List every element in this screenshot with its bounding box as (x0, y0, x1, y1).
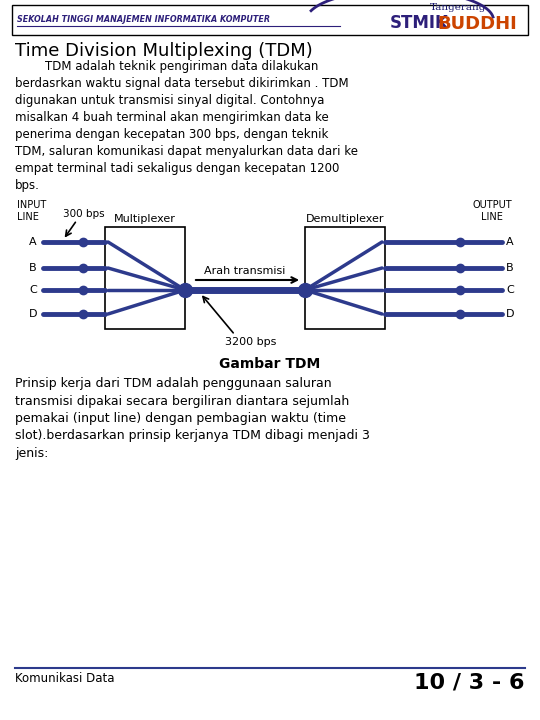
Text: C: C (506, 285, 514, 295)
Text: Multiplexer: Multiplexer (114, 214, 176, 224)
Text: A: A (29, 237, 37, 247)
Text: A: A (506, 237, 514, 247)
Text: 3200 bps: 3200 bps (225, 337, 276, 347)
Text: D: D (29, 309, 37, 319)
Text: SEKOLAH TINGGI MANAJEMEN INFORMATIKA KOMPUTER: SEKOLAH TINGGI MANAJEMEN INFORMATIKA KOM… (17, 16, 270, 24)
Text: Gambar TDM: Gambar TDM (219, 357, 321, 371)
Text: B: B (506, 263, 514, 273)
Text: Arah transmisi: Arah transmisi (204, 266, 286, 276)
Text: BUDDHI: BUDDHI (437, 15, 517, 33)
Text: TDM adalah teknik pengiriman data dilakukan
berdasrkan waktu signal data tersebu: TDM adalah teknik pengiriman data dilaku… (15, 60, 358, 192)
Text: Demultiplexer: Demultiplexer (306, 214, 384, 224)
Text: Komunikasi Data: Komunikasi Data (15, 672, 114, 685)
Text: B: B (29, 263, 37, 273)
Text: C: C (29, 285, 37, 295)
Bar (305, 227, 385, 329)
Text: Time Division Multiplexing (TDM): Time Division Multiplexing (TDM) (15, 42, 313, 60)
Text: 10 / 3 - 6: 10 / 3 - 6 (415, 672, 525, 692)
Text: OUTPUT
LINE: OUTPUT LINE (472, 200, 512, 222)
Text: STMIK: STMIK (390, 14, 449, 32)
Text: 300 bps: 300 bps (63, 209, 105, 219)
Text: INPUT
LINE: INPUT LINE (17, 200, 46, 222)
Text: D: D (506, 309, 514, 319)
Text: Tangerang: Tangerang (430, 4, 487, 12)
Text: Prinsip kerja dari TDM adalah penggunaan saluran
transmisi dipakai secara bergil: Prinsip kerja dari TDM adalah penggunaan… (15, 377, 370, 460)
Bar (12, 5, 528, 35)
Bar (105, 227, 185, 329)
